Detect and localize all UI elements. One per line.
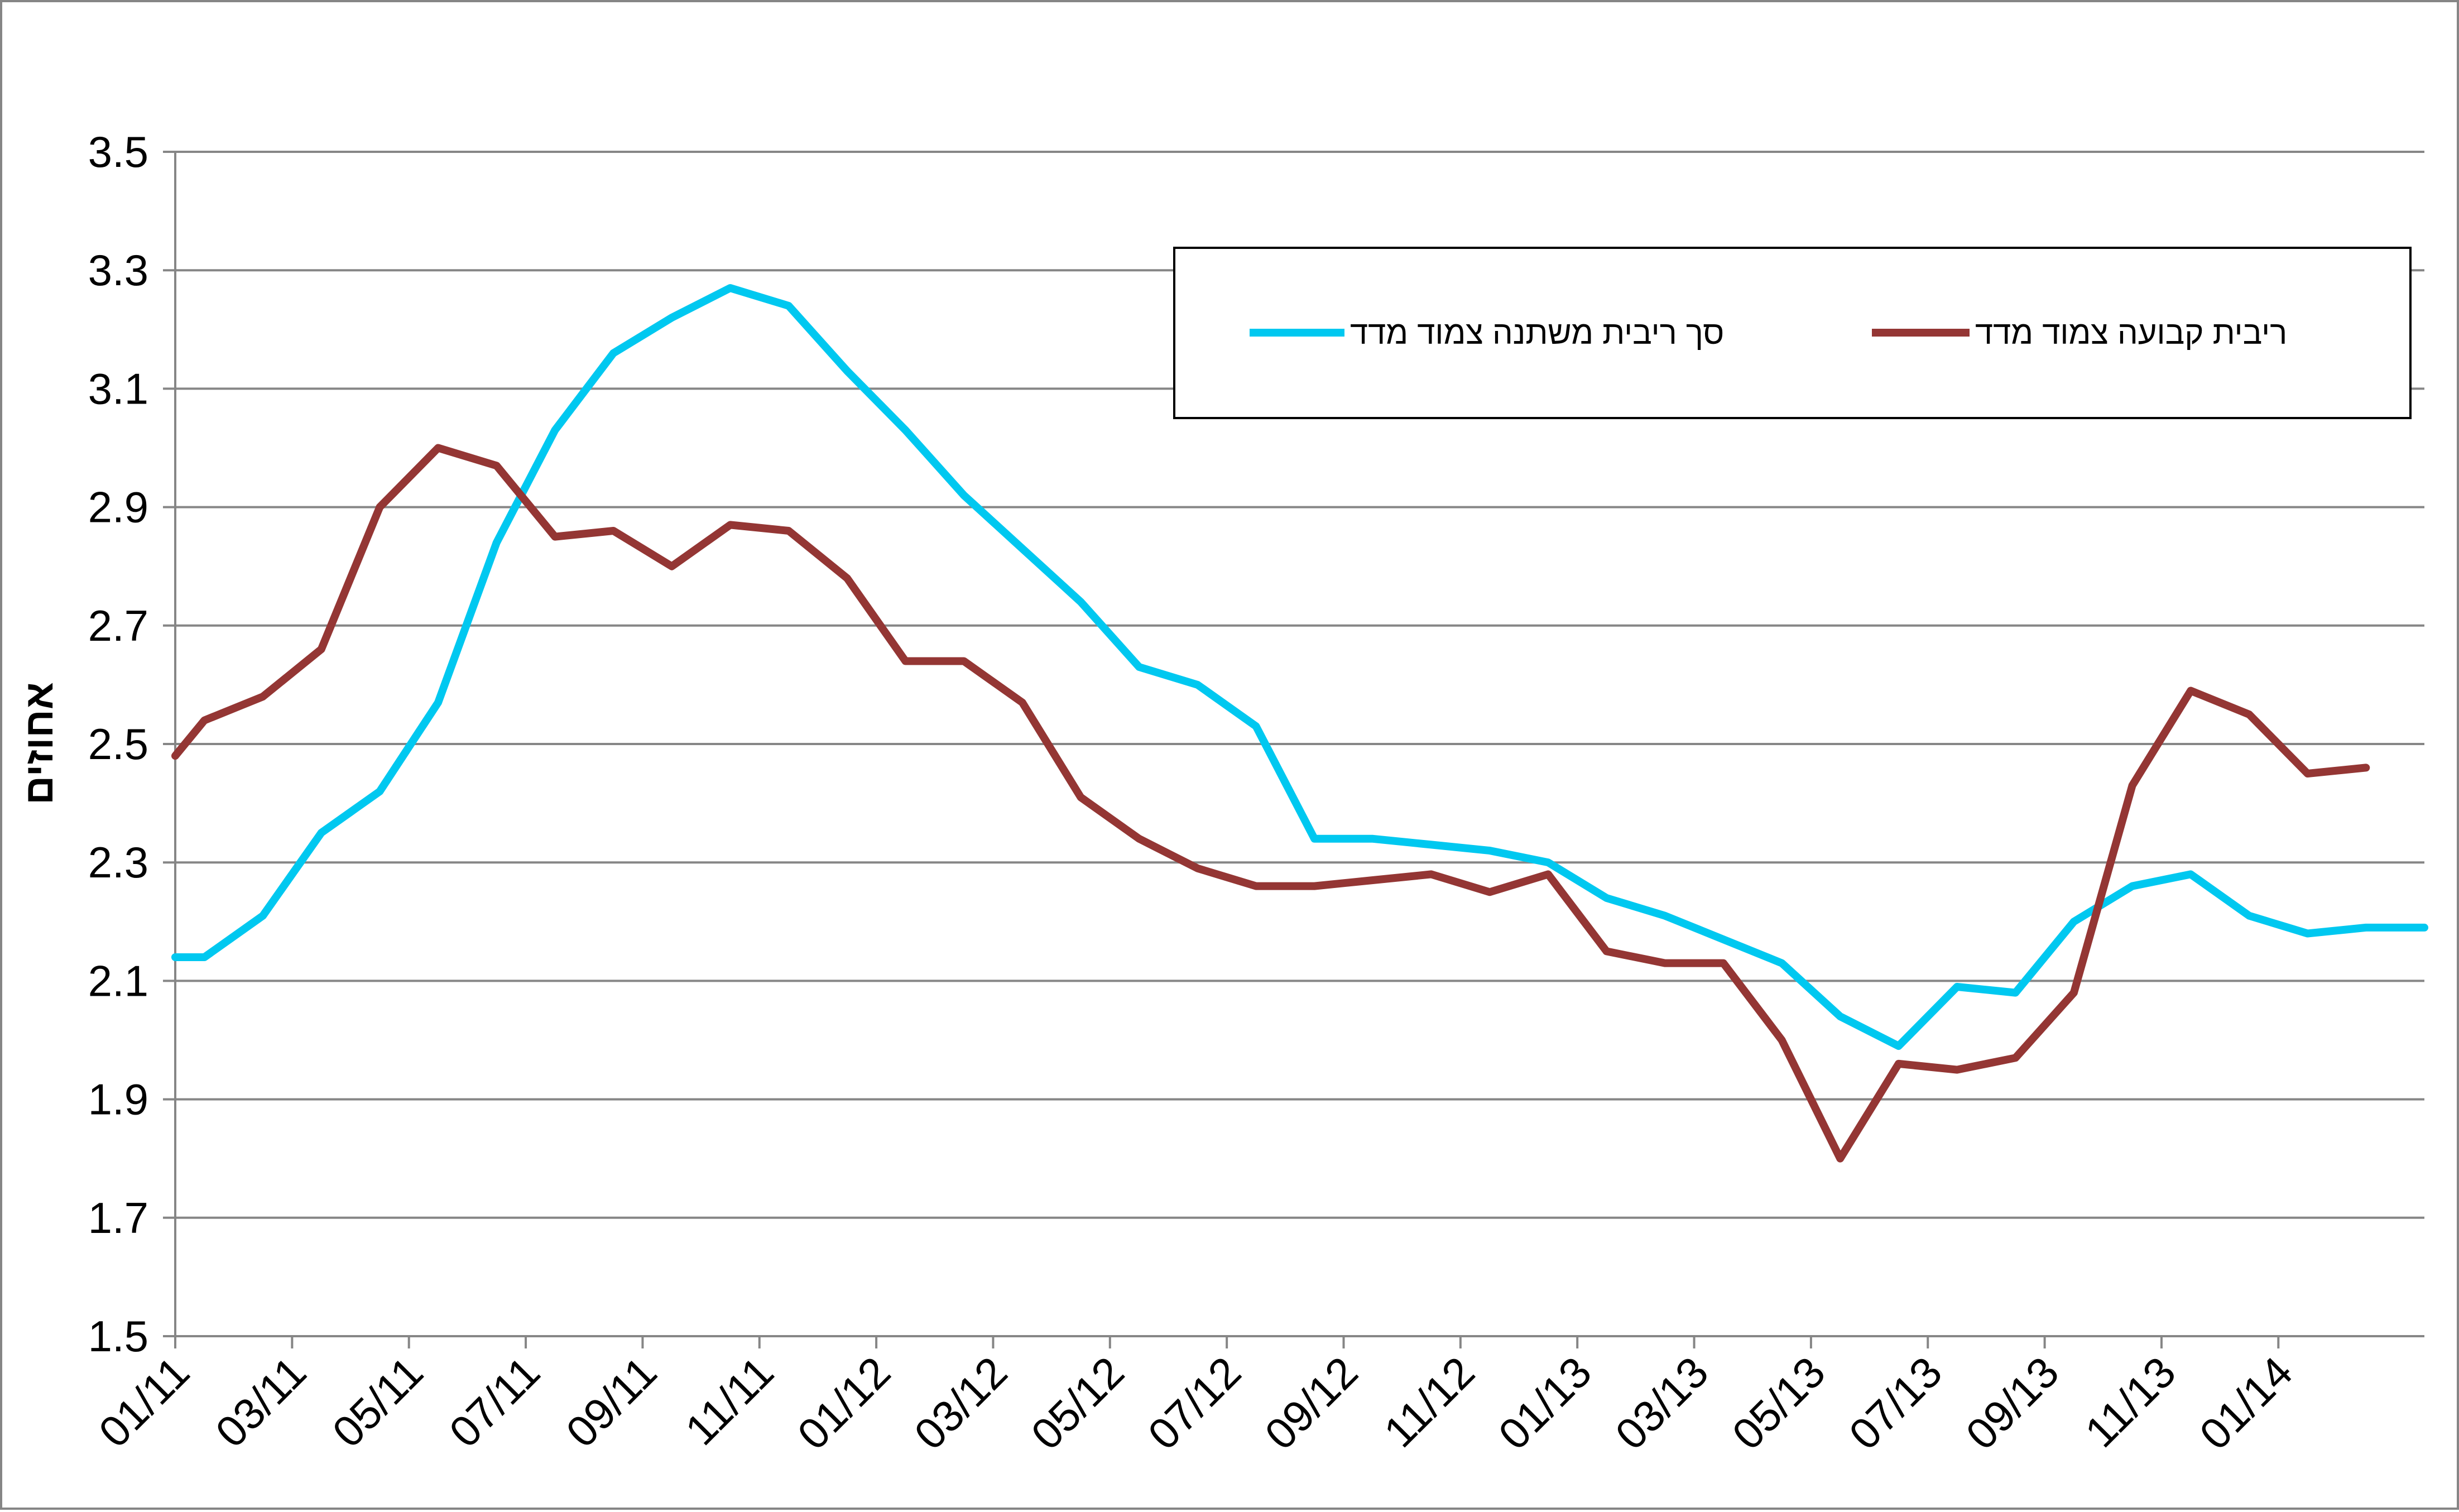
y-tick-label: 1.7 [88,1193,148,1242]
y-tick-label: 1.9 [88,1075,148,1124]
x-tick-label: 07/13 [1840,1347,1951,1459]
y-tick-label: 2.1 [88,956,148,1005]
x-tick-label: 01/11 [89,1347,199,1457]
series-line-fixed [171,444,2370,1163]
series-line-variable [171,284,2428,1050]
x-tick-label: 03/11 [206,1347,315,1457]
x-tick-label: 11/11 [676,1347,783,1455]
x-tick-label: 09/12 [1255,1347,1367,1459]
y-tick-label: 3.5 [88,127,148,176]
y-tick-label: 3.1 [88,364,148,413]
series-layer [171,284,2428,1163]
x-tick-label: 05/11 [323,1347,433,1457]
y-tick-label: 2.9 [88,483,148,532]
y-tick-label: 2.5 [88,719,148,769]
x-tick-label: 11/12 [1375,1347,1484,1457]
y-tick-label: 2.3 [88,838,148,887]
x-tick-label: 09/13 [1956,1347,2068,1459]
legend-label-fixed: ריבית קבועה צמוד מדד [1975,315,2287,351]
y-axis-title: אחוזים [17,682,61,805]
x-tick-label: 01/14 [2190,1347,2302,1459]
x-tick-label: 11/13 [2076,1347,2185,1457]
legend-box [1173,247,2412,419]
legend-label-variable: סך ריבית משתנה צמוד מדד [1350,315,1724,351]
x-tick-label: 07/11 [440,1347,549,1457]
x-tick-label: 05/13 [1723,1347,1834,1459]
legend: סך ריבית משתנה צמוד מדד ריבית קבועה צמוד… [1173,247,2412,419]
x-tick-label: 03/13 [1606,1347,1717,1459]
y-tick-label: 2.7 [88,601,148,650]
y-tick-label: 3.3 [88,246,148,295]
x-tick-label: 05/12 [1022,1347,1134,1459]
x-tick-label: 03/12 [905,1347,1016,1459]
x-tick-label: 09/11 [556,1347,666,1457]
x-tick-label: 01/12 [788,1347,900,1459]
y-tick-label: 1.5 [88,1312,148,1361]
x-tick-label: 07/12 [1139,1347,1250,1459]
x-tick-label: 01/13 [1489,1347,1601,1459]
